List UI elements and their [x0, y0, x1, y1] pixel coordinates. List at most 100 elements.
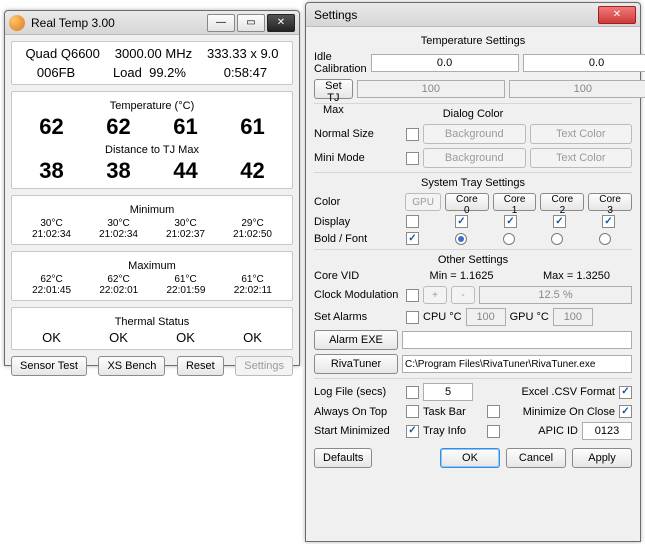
titlebar-realtemp[interactable]: Real Temp 3.00 — ▭ ✕: [5, 11, 299, 35]
core-vid-label: Core VID: [314, 270, 402, 282]
temp-core0: 62: [39, 114, 63, 140]
normal-text-button[interactable]: Text Color: [530, 124, 633, 144]
sensor-test-button[interactable]: Sensor Test: [11, 356, 87, 376]
titlebar-settings[interactable]: Settings ✕: [306, 3, 640, 27]
minimize-button[interactable]: —: [207, 14, 235, 32]
font-radio-3[interactable]: [599, 233, 611, 245]
display-gpu-check[interactable]: [406, 215, 419, 228]
taskbar-check[interactable]: [487, 405, 500, 418]
min-v1: 30°C: [107, 218, 129, 229]
alarm-exe-path[interactable]: [402, 331, 632, 349]
load-value: Load 99.2%: [113, 65, 186, 80]
max-t0: 22:01:45: [32, 285, 71, 296]
cpu-freq: 3000.00 MHz: [115, 46, 192, 61]
display-core3-check[interactable]: [602, 215, 615, 228]
apic-id-value[interactable]: [582, 422, 632, 440]
min-t3: 21:02:50: [233, 229, 272, 240]
temp-core2: 61: [173, 114, 197, 140]
gpu-color-button[interactable]: GPU: [405, 193, 441, 211]
min-t1: 21:02:34: [99, 229, 138, 240]
set-alarms-label: Set Alarms: [314, 311, 402, 323]
start-minimized-check[interactable]: [406, 425, 419, 438]
normal-size-check[interactable]: [406, 128, 419, 141]
gpu-alarm-value[interactable]: [553, 308, 593, 326]
temp-settings-label: Temperature Settings: [314, 35, 632, 47]
mini-bg-button[interactable]: Background: [423, 148, 526, 168]
display-core0-check[interactable]: [455, 215, 468, 228]
font-radio-0[interactable]: [455, 233, 467, 245]
tray-settings-label: System Tray Settings: [314, 177, 632, 189]
core1-color-button[interactable]: Core 1: [493, 193, 537, 211]
rivatuner-path[interactable]: [402, 355, 632, 373]
reset-button[interactable]: Reset: [177, 356, 224, 376]
max-t1: 22:02:01: [99, 285, 138, 296]
min-t2: 21:02:37: [166, 229, 205, 240]
apply-button[interactable]: Apply: [572, 448, 632, 468]
tjmax-1: [509, 80, 645, 98]
min-t0: 21:02:34: [32, 229, 71, 240]
rivatuner-button[interactable]: RivaTuner: [314, 354, 398, 374]
defaults-button[interactable]: Defaults: [314, 448, 372, 468]
log-file-value[interactable]: [423, 383, 473, 401]
clock-mod-check[interactable]: [406, 289, 419, 302]
cpu-alarm-value[interactable]: [466, 308, 506, 326]
cancel-button[interactable]: Cancel: [506, 448, 566, 468]
ok-button[interactable]: OK: [440, 448, 500, 468]
mini-text-button[interactable]: Text Color: [530, 148, 633, 168]
core2-color-button[interactable]: Core 2: [540, 193, 584, 211]
minimize-close-check[interactable]: [619, 405, 632, 418]
cpu-c-label: CPU °C: [423, 311, 462, 323]
excel-csv-label: Excel .CSV Format: [477, 386, 615, 398]
set-tjmax-button[interactable]: Set TJ Max: [314, 79, 353, 99]
display-core2-check[interactable]: [553, 215, 566, 228]
therm3: OK: [243, 330, 262, 345]
core3-color-button[interactable]: Core 3: [588, 193, 632, 211]
start-minimized-label: Start Minimized: [314, 425, 402, 437]
clock-plus-button[interactable]: +: [423, 286, 447, 304]
max-v3: 61°C: [241, 274, 263, 285]
excel-csv-check[interactable]: [619, 386, 632, 399]
normal-size-label: Normal Size: [314, 128, 402, 140]
mini-mode-label: Mini Mode: [314, 152, 402, 164]
clock-minus-button[interactable]: -: [451, 286, 475, 304]
apic-id-label: APIC ID: [504, 425, 578, 437]
font-radio-2[interactable]: [551, 233, 563, 245]
xs-bench-button[interactable]: XS Bench: [98, 356, 165, 376]
idle-cal-0[interactable]: [371, 54, 519, 72]
vid-max: Max = 1.3250: [521, 270, 632, 282]
dist-label: Distance to TJ Max: [18, 144, 286, 156]
bold-font-label: Bold / Font: [314, 233, 402, 245]
alarm-exe-button[interactable]: Alarm EXE: [314, 330, 398, 350]
settings-close-button[interactable]: ✕: [598, 6, 636, 24]
temp-core1: 62: [106, 114, 130, 140]
min-v3: 29°C: [241, 218, 263, 229]
min-v2: 30°C: [174, 218, 196, 229]
cpu-id: 006FB: [37, 65, 75, 80]
vid-min: Min = 1.1625: [406, 270, 517, 282]
settings-title: Settings: [314, 8, 598, 22]
gpu-c-label: GPU °C: [510, 311, 549, 323]
settings-button[interactable]: Settings: [235, 356, 293, 376]
bold-font-check[interactable]: [406, 232, 419, 245]
core0-color-button[interactable]: Core 0: [445, 193, 489, 211]
max-t3: 22:02:11: [234, 285, 272, 296]
font-radio-1[interactable]: [503, 233, 515, 245]
maximize-button[interactable]: ▭: [237, 14, 265, 32]
idle-cal-1[interactable]: [523, 54, 645, 72]
cpu-ratio: 333.33 x 9.0: [207, 46, 279, 61]
taskbar-label: Task Bar: [423, 406, 483, 418]
always-on-top-label: Always On Top: [314, 406, 402, 418]
always-on-top-check[interactable]: [406, 405, 419, 418]
close-button[interactable]: ✕: [267, 14, 295, 32]
log-file-check[interactable]: [406, 386, 419, 399]
tray-info-check[interactable]: [487, 425, 500, 438]
tjmax-0: [357, 80, 505, 98]
therm2: OK: [176, 330, 195, 345]
therm0: OK: [42, 330, 61, 345]
normal-bg-button[interactable]: Background: [423, 124, 526, 144]
display-core1-check[interactable]: [504, 215, 517, 228]
mini-mode-check[interactable]: [406, 152, 419, 165]
idle-calibration-label: Idle Calibration: [314, 51, 367, 75]
set-alarms-check[interactable]: [406, 311, 419, 324]
therm1: OK: [109, 330, 128, 345]
